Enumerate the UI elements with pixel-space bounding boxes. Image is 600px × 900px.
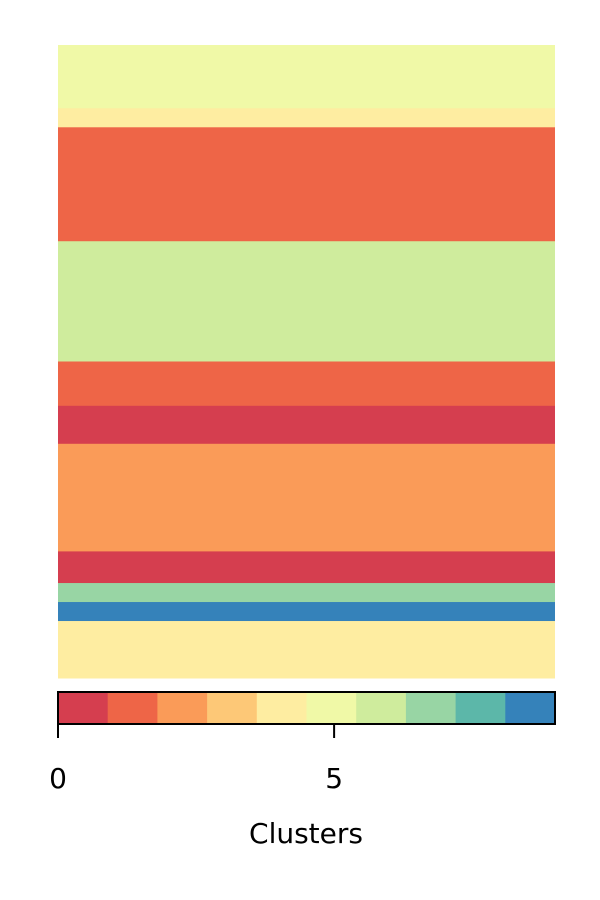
colorbar-swatch-2 (157, 692, 208, 724)
colorbar-swatch-1 (107, 692, 158, 724)
colorbar-swatch-6 (356, 692, 407, 724)
cluster-heatmap (58, 45, 555, 679)
colorbar-tick-label-5: 5 (325, 762, 343, 795)
heatmap-band-3 (58, 241, 555, 362)
colorbar-swatch-5 (306, 692, 357, 724)
heatmap-band-7 (58, 551, 555, 584)
colorbar-swatches (58, 692, 556, 724)
heatmap-band-8 (58, 583, 555, 603)
colorbar-swatch-3 (207, 692, 258, 724)
colorbar-frame (57, 691, 556, 725)
heatmap-band-6 (58, 443, 555, 552)
heatmap-band-9 (58, 602, 555, 622)
colorbar-swatch-4 (256, 692, 308, 724)
heatmap-band-1 (58, 108, 555, 128)
colorbar-tick-label-0: 0 (49, 762, 67, 795)
heatmap-band-2 (58, 127, 555, 242)
colorbar-label: Clusters (249, 817, 363, 850)
colorbar-swatch-9 (505, 692, 556, 724)
colorbar-swatch-7 (405, 692, 457, 724)
heatmap-band-4 (58, 361, 555, 407)
heatmap-band-5 (58, 405, 555, 445)
colorbar-swatch-0 (58, 692, 109, 724)
colorbar-swatch-8 (455, 692, 506, 724)
heatmap-band-0 (58, 45, 555, 109)
heatmap-band-10 (58, 621, 555, 679)
